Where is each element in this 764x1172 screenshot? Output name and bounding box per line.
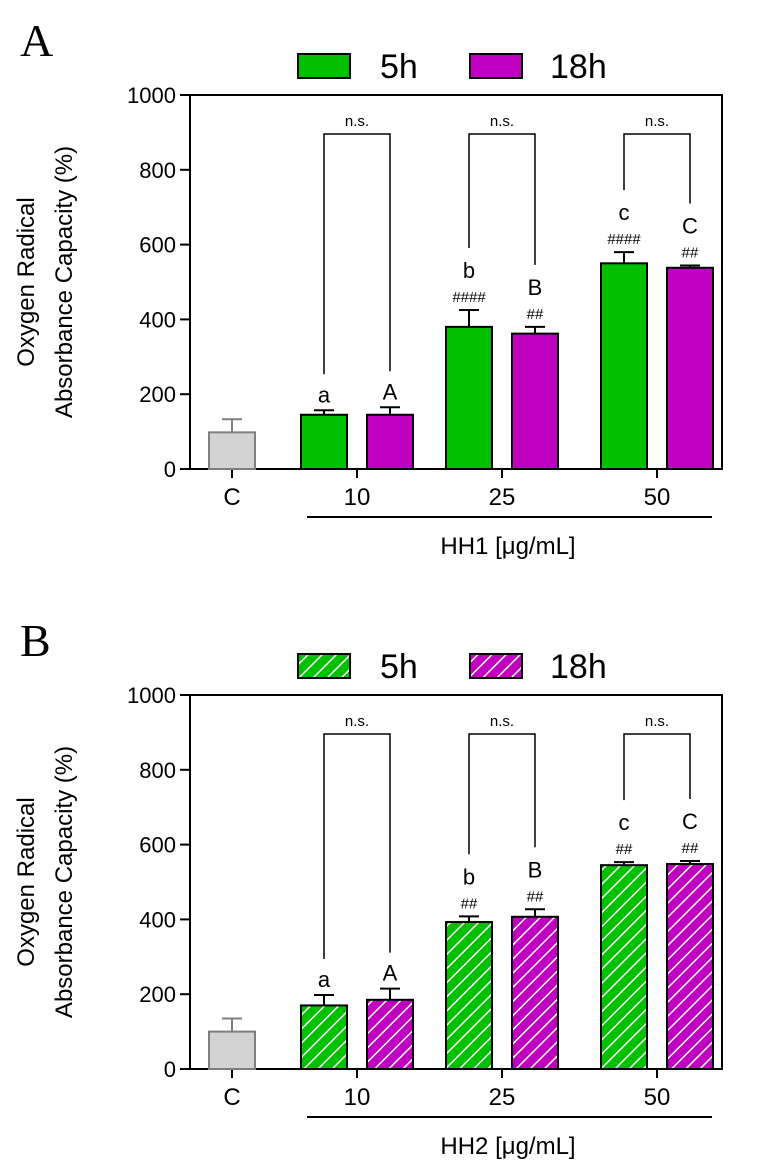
x-tick-label: C — [223, 1084, 240, 1111]
panel-letter: A — [20, 15, 53, 66]
legend-label-18h: 18h — [550, 48, 607, 86]
bar-control — [208, 1030, 256, 1070]
y-tick-label: 200 — [139, 382, 176, 407]
legend-label-5h: 5h — [380, 648, 418, 686]
comparison-label: n.s. — [345, 113, 369, 130]
y-tick-label: 0 — [164, 1057, 176, 1082]
significance-hash: ## — [682, 245, 699, 262]
x-tick-label: C — [223, 484, 240, 511]
comparison-bracket-25 — [468, 133, 536, 265]
bar-18h-50 — [666, 863, 714, 1070]
y-tick-label: 600 — [139, 833, 176, 858]
y-axis-label: Absorbance Capacity (%) — [51, 746, 78, 1018]
x-axis-label: HH2 [μg/mL] — [440, 1133, 575, 1160]
panel-letter: B — [20, 615, 51, 666]
significance-hash: #### — [452, 289, 486, 306]
legend-swatch-18h — [469, 53, 523, 79]
y-tick-label: 1000 — [127, 83, 176, 108]
comparison-label: n.s. — [645, 713, 669, 730]
chart-panel-a: A 5h 18h 0 200 400 600 800 1000 Oxygen Radical Abs… — [13, 15, 723, 560]
significance-letter: A — [383, 379, 398, 404]
chart-panel-b: B 5h 18h 0 200 400 600 800 1000 Oxygen Radical Abs… — [13, 615, 723, 1160]
x-tick-label: 10 — [344, 1084, 371, 1111]
significance-letter: a — [318, 967, 331, 992]
significance-letter: c — [619, 200, 630, 225]
y-axis-label: Oxygen Radical — [13, 197, 40, 366]
bar-18h-10 — [366, 998, 414, 1070]
significance-letter: c — [619, 810, 630, 835]
y-axis-label: Absorbance Capacity (%) — [51, 146, 78, 418]
significance-letter: B — [528, 857, 543, 882]
bar-18h-50 — [666, 266, 714, 470]
significance-letter: C — [682, 809, 698, 834]
significance-hash: ## — [616, 841, 633, 858]
significance-letter: A — [383, 961, 398, 986]
x-tick-label: 10 — [344, 484, 371, 511]
bar-5h-25 — [445, 921, 493, 1070]
comparison-bracket-10 — [323, 733, 391, 959]
y-tick-label: 400 — [139, 307, 176, 332]
comparison-label: n.s. — [490, 113, 514, 130]
x-tick-label: 50 — [644, 1084, 671, 1111]
legend-label-5h: 5h — [380, 48, 418, 86]
x-tick-label: 25 — [489, 484, 516, 511]
y-tick-label: 0 — [164, 457, 176, 482]
y-tick-label: 1000 — [127, 683, 176, 708]
x-tick-label: 50 — [644, 484, 671, 511]
comparison-bracket-25 — [468, 733, 536, 855]
significance-letter: a — [318, 382, 331, 407]
x-axis-label: HH1 [μg/mL] — [440, 533, 575, 560]
significance-letter: b — [463, 258, 475, 283]
significance-letter: C — [682, 214, 698, 239]
significance-hash: ## — [682, 840, 699, 857]
comparison-bracket-50 — [623, 133, 691, 204]
y-tick-label: 800 — [139, 758, 176, 783]
comparison-label: n.s. — [345, 713, 369, 730]
significance-hash: ## — [527, 888, 544, 905]
bar-5h-10 — [300, 413, 348, 470]
bar-5h-25 — [445, 325, 493, 470]
bar-18h-25 — [511, 915, 559, 1070]
x-tick-label: 25 — [489, 1084, 516, 1111]
y-tick-label: 600 — [139, 233, 176, 258]
significance-hash: ## — [527, 306, 544, 323]
bar-5h-50 — [600, 864, 648, 1070]
comparison-label: n.s. — [645, 113, 669, 130]
y-tick-label: 800 — [139, 158, 176, 183]
comparison-bracket-50 — [623, 733, 691, 801]
bar-18h-10 — [366, 413, 414, 470]
bar-18h-25 — [511, 332, 559, 470]
significance-letter: B — [528, 275, 543, 300]
comparison-bracket-10 — [323, 133, 391, 375]
bar-5h-10 — [300, 1004, 348, 1070]
legend-swatch-18h — [469, 653, 523, 679]
y-tick-label: 400 — [139, 907, 176, 932]
y-axis-label: Oxygen Radical — [13, 797, 40, 966]
bar-5h-50 — [600, 262, 648, 470]
legend-label-18h: 18h — [550, 648, 607, 686]
significance-letter: b — [463, 864, 475, 889]
significance-hash: ## — [461, 895, 478, 912]
significance-hash: #### — [607, 231, 641, 248]
bar-control — [208, 431, 256, 470]
legend-swatch-5h — [297, 53, 351, 79]
y-tick-label: 200 — [139, 982, 176, 1007]
legend-swatch-5h — [297, 653, 351, 679]
comparison-label: n.s. — [490, 713, 514, 730]
